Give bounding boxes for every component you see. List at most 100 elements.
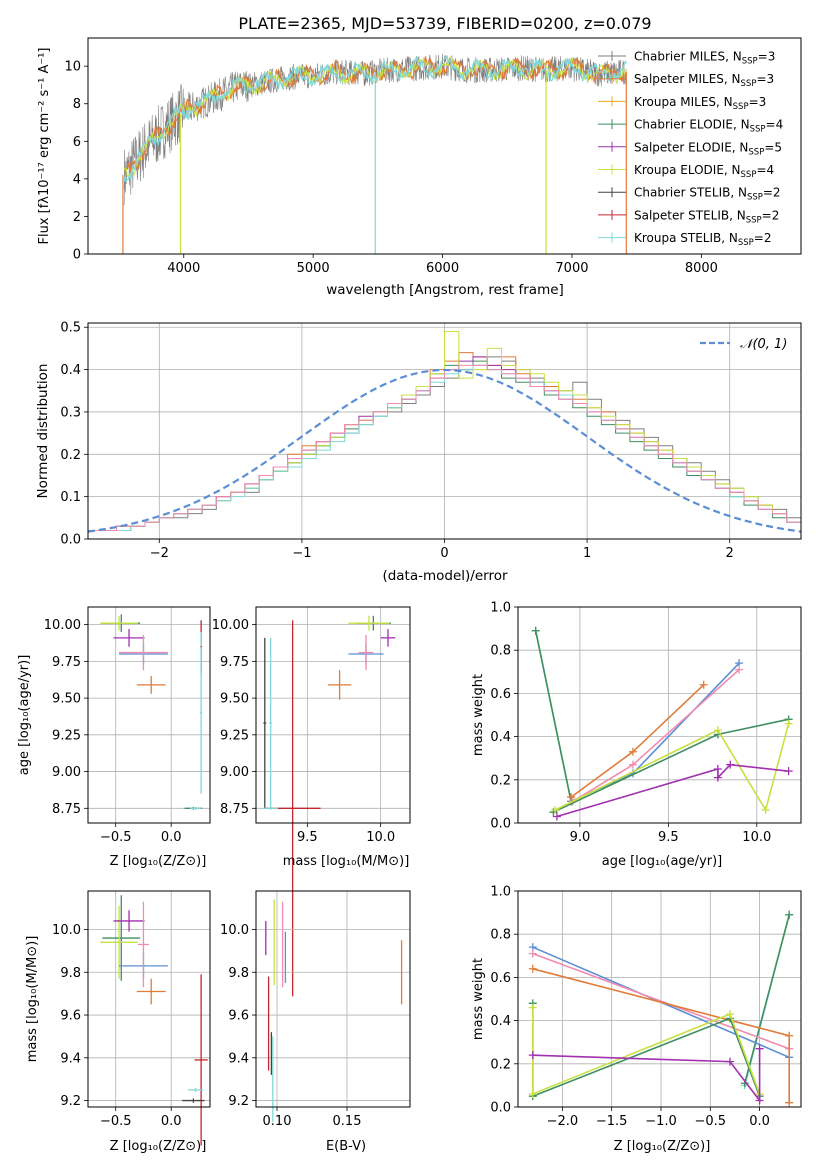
axes-frame: [255, 890, 411, 1108]
weight-point-marker: [785, 1031, 794, 1040]
x-tick-label: −0.5: [100, 1114, 132, 1129]
weight-point-marker: [735, 665, 744, 674]
weight-series-line: [532, 1048, 761, 1103]
x-tick-label: 9.5: [658, 830, 679, 845]
gaussian-legend-label: 𝒩(0, 1): [740, 337, 787, 352]
y-tick-label: 0.2: [490, 1057, 511, 1072]
weight-point-marker: [713, 773, 722, 782]
y-tick-label: 9.8: [60, 966, 81, 981]
y-tick-label: 0.0: [60, 533, 81, 548]
histogram-x-label: (data-model)/error: [382, 568, 508, 584]
legend-label: Chabrier ELODIE, NSSP=4: [634, 118, 783, 135]
legend-subscript: SSP: [738, 238, 754, 248]
mass-z-y-label: mass [log₁₀(M/M⊙)]: [25, 936, 40, 1063]
x-tick-label: −1.5: [596, 1114, 628, 1129]
weight-age-plot-area: 9.0 9.5 10.0 0.0 0.2 0.4 0.6 0.8 1.0: [490, 601, 802, 845]
y-tick-label: 9.2: [228, 1094, 249, 1109]
y-tick-label: 9.25: [220, 728, 249, 743]
x-tick-label: 5000: [297, 261, 330, 276]
y-tick-label: 9.50: [52, 692, 81, 707]
histogram-y-label: Normed distribution: [35, 364, 51, 499]
x-tick-label: 0: [440, 546, 448, 561]
y-tick-label: 0.2: [490, 773, 511, 788]
weight-vs-age-panel: 9.0 9.5 10.0 0.0 0.2 0.4 0.6 0.8 1.0 age [log₁₀(…: [471, 601, 802, 869]
x-tick-label: 0.15: [333, 1114, 362, 1129]
legend-label-value: =2: [762, 208, 780, 222]
weight-point-marker: [785, 910, 794, 919]
legend-label: Chabrier STELIB, NSSP=2: [634, 186, 781, 203]
y-tick-label: 9.4: [228, 1051, 249, 1066]
y-tick-label: 10.0: [52, 923, 81, 938]
x-tick-label: 2: [726, 546, 734, 561]
gaussian-curve: [87, 368, 802, 533]
legend-subscript: SSP: [741, 79, 757, 89]
y-tick-label: 0.3: [60, 405, 81, 420]
legend-label-value: =2: [754, 231, 772, 245]
legend-label: Salpeter ELODIE, NSSP=5: [634, 140, 782, 157]
mass-vs-extinction-panel: 0.10 0.15 9.2 9.4 9.6 9.8 10.0 E(B-V): [220, 890, 411, 1154]
y-tick-label: 0.8: [490, 644, 511, 659]
weight-point-marker: [784, 719, 793, 728]
y-tick-label: 8: [73, 97, 81, 112]
x-tick-label: 10.0: [742, 830, 771, 845]
y-tick-label: 0.1: [60, 490, 81, 505]
legend-subscript: SSP: [747, 193, 763, 203]
y-tick-label: 0: [73, 248, 81, 263]
y-tick-label: 1.0: [490, 601, 511, 616]
y-tick-label: 9.00: [220, 765, 249, 780]
histogram-plot-area: −2 −1 0 1 2 0.0 0.1 0.2 0.3 0.4 0.5: [60, 321, 802, 561]
legend-label: Salpeter STELIB, NSSP=2: [634, 208, 779, 225]
y-tick-label: 10: [64, 60, 81, 75]
spectrum-y-label: Flux [fλ10⁻¹⁷ erg cm⁻² s⁻¹ A⁻¹]: [37, 48, 52, 245]
x-tick-label: 1: [583, 546, 591, 561]
x-tick-label: 4000: [167, 261, 200, 276]
weight-point-marker: [726, 1010, 735, 1019]
weight-point-marker: [726, 1057, 735, 1066]
mass-z-x-label: Z [log₁₀(Z/Z⊙)]: [110, 1139, 207, 1154]
weight-series-line: [532, 952, 790, 1050]
axes-frame: [87, 890, 211, 1108]
spectrum-plot-area: 4000 5000 6000 7000 8000 0 2 4 6 8 10: [64, 37, 802, 276]
weight-point-marker: [528, 1051, 537, 1060]
legend-label-value: =5: [764, 140, 782, 154]
spectrum-title: PLATE=2365, MJD=53739, FIBERID=0200, z=0…: [238, 14, 651, 33]
weight-z-x-label: Z [log₁₀(Z/Z⊙)]: [614, 1139, 711, 1154]
x-tick-label: 0.0: [749, 1114, 770, 1129]
axes-frame: [87, 37, 802, 255]
x-tick-label: 0.0: [161, 830, 182, 845]
weight-point-marker: [531, 626, 540, 635]
legend-subscript: SSP: [746, 215, 762, 225]
age-z-y-label: age [log₁₀(age/yr)]: [17, 655, 32, 776]
x-tick-label: 0.0: [161, 1114, 182, 1129]
weight-point-marker: [551, 806, 560, 815]
legend-label: Chabrier MILES, NSSP=3: [634, 50, 775, 67]
weight-point-marker: [567, 793, 576, 802]
spectrum-panel: PLATE=2365, MJD=53739, FIBERID=0200, z=0…: [37, 14, 802, 298]
weight-point-marker: [755, 1096, 764, 1105]
weight-point-marker: [713, 765, 722, 773]
legend-subscript: SSP: [750, 125, 766, 135]
weight-point-marker: [528, 1003, 537, 1012]
y-tick-label: 0.4: [490, 1014, 511, 1029]
y-tick-label: 10.00: [212, 618, 249, 633]
weight-point-marker: [784, 767, 793, 776]
legend-subscript: SSP: [733, 102, 749, 112]
legend-subscript: SSP: [741, 170, 757, 180]
axes-frame: [87, 606, 211, 824]
x-tick-label: −2.0: [547, 1114, 579, 1129]
x-tick-label: −1: [292, 546, 311, 561]
y-tick-label: 10.0: [220, 923, 249, 938]
y-tick-label: 1.0: [490, 885, 511, 900]
age-mass-x-label: mass [log₁₀(M/M⊙)]: [283, 854, 410, 869]
x-tick-label: 0.10: [263, 1114, 292, 1129]
weight-point-marker: [726, 760, 735, 769]
weight-point-marker: [528, 964, 537, 973]
weight-series-line: [744, 914, 790, 1084]
histogram-legend: 𝒩(0, 1): [700, 337, 787, 352]
age-z-plot-area: −0.5 0.0 8.75 9.00 9.25 9.50 9.75 10.00: [44, 606, 211, 845]
y-tick-label: 9.6: [60, 1009, 81, 1024]
y-tick-label: 9.75: [52, 655, 81, 670]
weight-z-y-label: mass weight: [471, 958, 486, 1040]
legend-subscript: SSP: [742, 57, 758, 67]
